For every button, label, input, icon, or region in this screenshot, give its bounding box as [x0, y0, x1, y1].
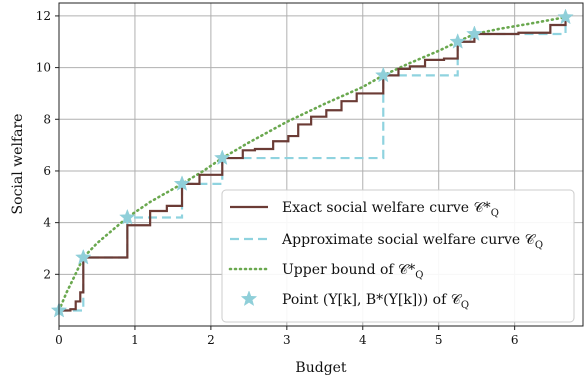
y-tick-label: 4 [43, 216, 51, 230]
point-marker [374, 66, 392, 83]
y-axis-label: Social welfare [10, 114, 26, 215]
legend-label: Point (Y[k], B*(Y[k])) of 𝒞Q [282, 292, 469, 311]
x-tick-label: 6 [511, 333, 519, 347]
x-ticks: 0 1 2 3 4 5 6 [55, 326, 518, 347]
y-tick-label: 12 [36, 9, 51, 23]
point-marker [449, 33, 466, 49]
exact-curve-line [59, 17, 567, 312]
legend-label: Upper bound of 𝒞*Q [282, 262, 423, 281]
legend-box [221, 189, 575, 323]
point-marker [214, 149, 231, 166]
x-tick-label: 4 [359, 333, 367, 347]
x-tick-label: 5 [435, 333, 443, 347]
x-tick-label: 0 [55, 333, 63, 347]
point-marker [119, 208, 136, 225]
y-tick-label: 10 [36, 61, 51, 75]
y-tick-label: 6 [43, 164, 51, 178]
point-marker [557, 8, 574, 25]
legend-label: Exact social welfare curve 𝒞*Q [282, 200, 499, 219]
x-tick-label: 2 [207, 333, 215, 347]
y-tick-label: 2 [43, 267, 51, 281]
legend-swatch-point [240, 290, 258, 307]
series-layer [50, 8, 574, 318]
x-tick-label: 3 [283, 333, 291, 347]
x-tick-label: 1 [131, 333, 139, 347]
legend-label: Approximate social welfare curve 𝒞Q [281, 232, 543, 251]
x-axis-label: Budget [295, 360, 347, 376]
point-marker [173, 175, 191, 191]
y-ticks: 2 4 6 8 10 12 [36, 9, 59, 281]
point-marker [75, 248, 92, 265]
y-tick-label: 8 [43, 112, 51, 126]
point-marker [466, 25, 483, 42]
legend: Exact social welfare curve 𝒞*Q Approximat… [221, 189, 575, 323]
plot-frame [58, 2, 584, 327]
